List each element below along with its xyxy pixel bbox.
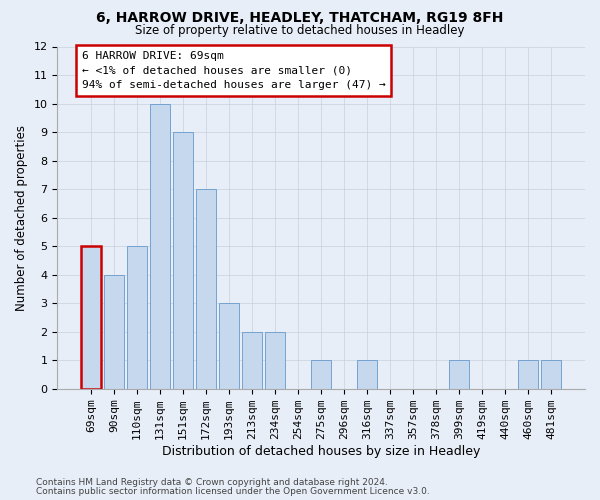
Bar bbox=[196, 189, 216, 388]
Bar bbox=[358, 360, 377, 388]
Bar bbox=[518, 360, 538, 388]
Bar bbox=[151, 104, 170, 389]
Text: 6, HARROW DRIVE, HEADLEY, THATCHAM, RG19 8FH: 6, HARROW DRIVE, HEADLEY, THATCHAM, RG19… bbox=[97, 11, 503, 25]
Bar bbox=[541, 360, 561, 388]
Bar bbox=[82, 246, 101, 388]
Bar bbox=[242, 332, 262, 388]
Bar bbox=[449, 360, 469, 388]
Bar bbox=[220, 303, 239, 388]
Bar bbox=[104, 274, 124, 388]
X-axis label: Distribution of detached houses by size in Headley: Distribution of detached houses by size … bbox=[162, 444, 481, 458]
Text: Size of property relative to detached houses in Headley: Size of property relative to detached ho… bbox=[135, 24, 465, 37]
Bar bbox=[173, 132, 193, 388]
Bar bbox=[265, 332, 285, 388]
Y-axis label: Number of detached properties: Number of detached properties bbox=[15, 124, 28, 310]
Bar bbox=[311, 360, 331, 388]
Text: 6 HARROW DRIVE: 69sqm
← <1% of detached houses are smaller (0)
94% of semi-detac: 6 HARROW DRIVE: 69sqm ← <1% of detached … bbox=[82, 51, 386, 90]
Text: Contains public sector information licensed under the Open Government Licence v3: Contains public sector information licen… bbox=[36, 487, 430, 496]
Text: Contains HM Land Registry data © Crown copyright and database right 2024.: Contains HM Land Registry data © Crown c… bbox=[36, 478, 388, 487]
Bar bbox=[127, 246, 147, 388]
